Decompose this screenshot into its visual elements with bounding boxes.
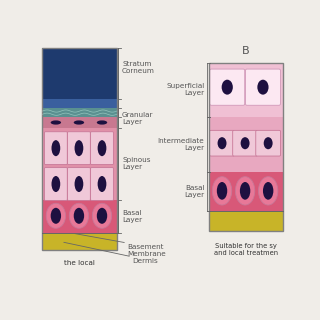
- Text: Suitable for the sy
and local treatmen: Suitable for the sy and local treatmen: [214, 243, 278, 256]
- Ellipse shape: [51, 120, 61, 124]
- Ellipse shape: [222, 80, 233, 95]
- Ellipse shape: [212, 177, 232, 205]
- Ellipse shape: [69, 203, 89, 228]
- Ellipse shape: [240, 182, 250, 200]
- FancyBboxPatch shape: [91, 132, 113, 164]
- FancyBboxPatch shape: [44, 168, 67, 200]
- Ellipse shape: [98, 176, 106, 192]
- Ellipse shape: [52, 176, 60, 192]
- Text: Granular
Layer: Granular Layer: [122, 112, 154, 124]
- Ellipse shape: [263, 182, 273, 200]
- Ellipse shape: [259, 177, 278, 205]
- Ellipse shape: [218, 137, 227, 149]
- Ellipse shape: [241, 137, 250, 149]
- Bar: [43, 128, 117, 200]
- FancyBboxPatch shape: [68, 132, 90, 164]
- Text: Basal
Layer: Basal Layer: [184, 185, 204, 198]
- Ellipse shape: [236, 177, 255, 205]
- Bar: [209, 63, 283, 117]
- Text: Stratum
Corneum: Stratum Corneum: [122, 61, 155, 74]
- Bar: [43, 48, 117, 250]
- FancyBboxPatch shape: [245, 69, 280, 105]
- Text: Intermediate
Layer: Intermediate Layer: [158, 138, 204, 151]
- Bar: [43, 200, 117, 233]
- Ellipse shape: [97, 208, 107, 224]
- FancyBboxPatch shape: [210, 130, 235, 156]
- Ellipse shape: [74, 120, 84, 124]
- Text: Basement
Membrane: Basement Membrane: [127, 244, 166, 257]
- Ellipse shape: [257, 80, 268, 95]
- FancyBboxPatch shape: [210, 69, 245, 105]
- FancyBboxPatch shape: [91, 168, 113, 200]
- Text: Basal
Layer: Basal Layer: [122, 210, 142, 223]
- FancyBboxPatch shape: [44, 132, 67, 164]
- Ellipse shape: [74, 208, 84, 224]
- Text: Superficial
Layer: Superficial Layer: [166, 83, 204, 96]
- FancyBboxPatch shape: [233, 130, 258, 156]
- Ellipse shape: [92, 203, 112, 228]
- Bar: [209, 211, 283, 231]
- Ellipse shape: [75, 140, 83, 156]
- Ellipse shape: [52, 140, 60, 156]
- Ellipse shape: [98, 140, 106, 156]
- FancyBboxPatch shape: [68, 168, 90, 200]
- Bar: [43, 108, 117, 117]
- Ellipse shape: [75, 176, 83, 192]
- Text: the local: the local: [64, 260, 95, 266]
- Bar: [43, 117, 117, 128]
- Bar: [43, 99, 117, 108]
- Text: Spinous
Layer: Spinous Layer: [122, 157, 151, 171]
- Ellipse shape: [217, 182, 227, 200]
- Ellipse shape: [264, 137, 273, 149]
- Text: Dermis: Dermis: [132, 258, 158, 264]
- Bar: [43, 233, 117, 250]
- FancyBboxPatch shape: [256, 130, 281, 156]
- Bar: [209, 172, 283, 211]
- Bar: [209, 117, 283, 172]
- Bar: [209, 63, 283, 231]
- Ellipse shape: [97, 120, 107, 124]
- Bar: [43, 48, 117, 99]
- Text: B: B: [242, 46, 250, 56]
- Ellipse shape: [46, 203, 66, 228]
- Ellipse shape: [51, 208, 61, 224]
